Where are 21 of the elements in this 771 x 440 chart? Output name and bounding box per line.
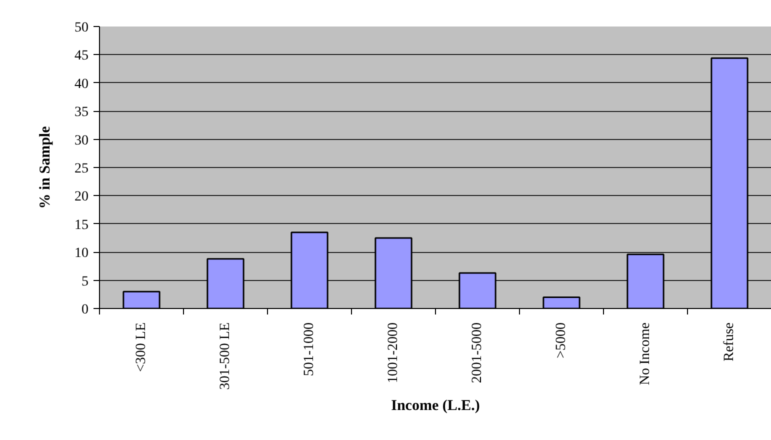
x-tick-label: >5000 <box>554 322 569 358</box>
x-tick-label: 1001-2000 <box>386 322 401 384</box>
x-axis-title: Income (L.E.) <box>391 398 480 414</box>
x-tick-label: 2001-5000 <box>470 322 485 384</box>
x-tick-label: 301-500 LE <box>218 322 233 390</box>
x-tick-label: <300 LE <box>134 322 149 372</box>
y-tick-label: 5 <box>82 274 88 290</box>
y-tick-label: 35 <box>74 105 88 120</box>
y-tick-label: 15 <box>74 218 88 233</box>
x-tick-label: Refuse <box>722 322 737 362</box>
y-axis-title: % in Sample <box>38 126 54 209</box>
y-tick-label: 45 <box>74 48 88 64</box>
y-tick-label: 20 <box>74 190 88 205</box>
y-tick-label: 0 <box>82 302 88 318</box>
x-tick-label: No Income <box>638 322 653 386</box>
y-tick-label: 50 <box>74 20 88 36</box>
y-tick-label: 30 <box>74 133 88 148</box>
y-tick-label: 25 <box>74 162 88 176</box>
y-tick-label: 40 <box>74 76 88 92</box>
x-tick-label: 501-1000 <box>302 322 317 376</box>
y-tick-label: 10 <box>74 246 88 262</box>
